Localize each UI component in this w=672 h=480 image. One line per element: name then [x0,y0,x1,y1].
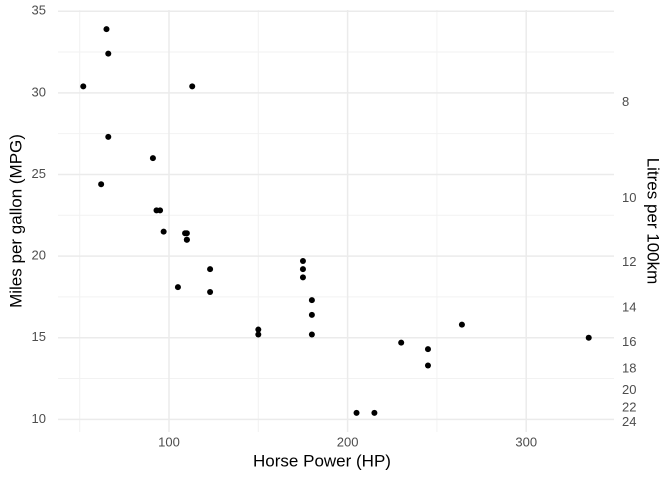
x-tick-label: 100 [158,434,180,449]
point [585,334,592,341]
point [255,326,262,333]
point [149,155,156,162]
point [103,26,110,33]
point [308,297,315,304]
point [174,284,181,291]
y-tick-label: 30 [32,84,46,99]
point [458,321,465,328]
y-axis-title: Miles per gallon (MPG) [6,134,25,308]
point [183,236,190,243]
point [105,133,112,140]
point [105,50,112,57]
x-tick-label: 200 [337,434,359,449]
x-axis-title: Horse Power (HP) [253,451,391,470]
point [353,409,360,416]
y2-tick-label: 24 [622,414,636,429]
y2-tick-label: 10 [622,190,636,205]
point [80,83,87,90]
point [182,230,189,237]
point [189,83,196,90]
point [157,207,164,214]
point [160,228,167,235]
point [299,257,306,264]
y2-tick-label: 20 [622,382,636,397]
y-tick-label: 20 [32,248,46,263]
point [299,266,306,273]
point [308,331,315,338]
y-tick-label: 10 [32,411,46,426]
y2-tick-label: 12 [622,254,636,269]
point [371,409,378,416]
y2-tick-label: 8 [622,94,629,109]
point [299,274,306,281]
y-tick-label: 25 [32,166,46,181]
y2-tick-label: 16 [622,334,636,349]
y2-tick-label: 14 [622,300,636,315]
y-tick-label: 35 [32,3,46,18]
y-tick-label: 15 [32,329,46,344]
point [207,289,214,296]
y2-tick-label: 18 [622,361,636,376]
point [98,181,105,188]
point [255,331,262,338]
y2-tick-label: 22 [622,399,636,414]
point [424,346,431,353]
point [398,339,405,346]
x-tick-label: 300 [515,434,537,449]
point [424,362,431,369]
y2-axis-title: Litres per 100km [644,158,663,285]
point [207,266,214,273]
point [308,311,315,318]
